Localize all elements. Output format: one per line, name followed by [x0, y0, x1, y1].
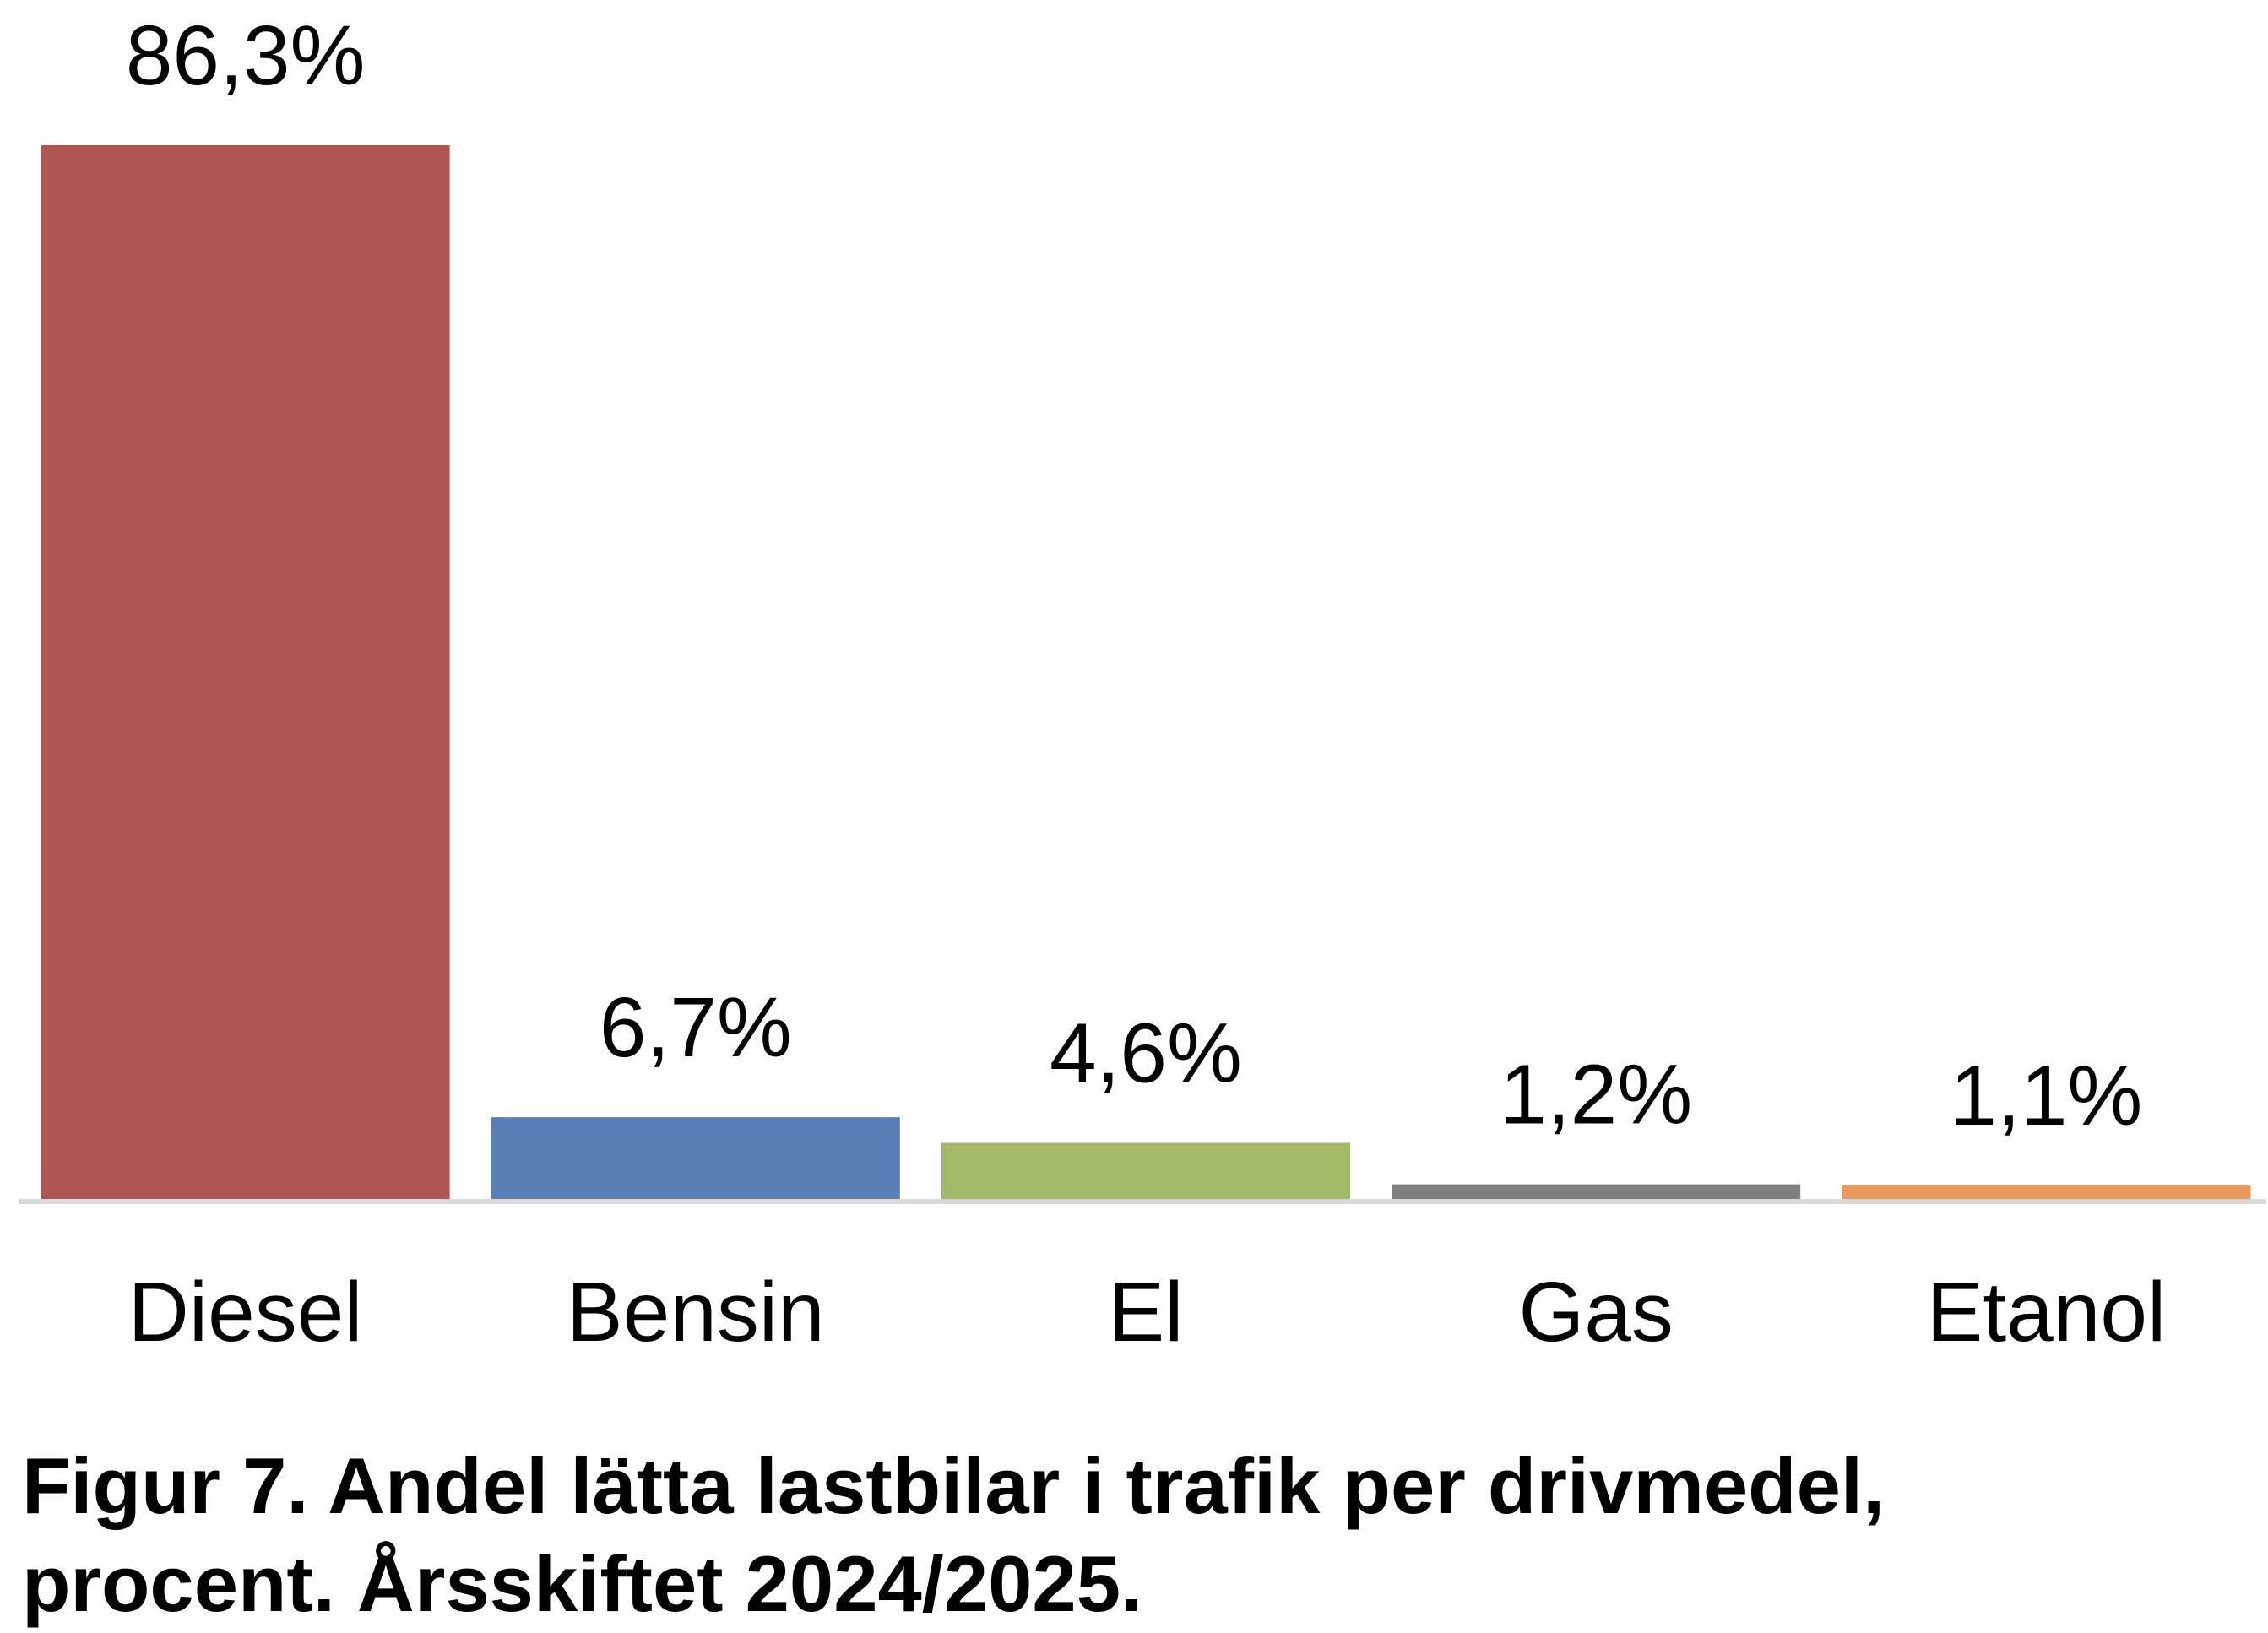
data-label-diesel: 86,3%: [126, 8, 366, 103]
data-label-el: 4,6%: [1050, 1006, 1242, 1100]
category-label-diesel: Diesel: [128, 1265, 363, 1359]
bar-gas: [1392, 1184, 1801, 1199]
category-label-bensin: Bensin: [567, 1265, 825, 1359]
bar-etanol: [1842, 1185, 2251, 1199]
caption-line-2: procent. Årsskiftet 2024/2025.: [22, 1539, 1143, 1628]
category-label-el: El: [1109, 1265, 1184, 1359]
category-label-etanol: Etanol: [1927, 1265, 2167, 1359]
bar-bensin: [491, 1117, 900, 1199]
bar-el: [941, 1142, 1350, 1199]
data-label-bensin: 6,7%: [600, 980, 792, 1075]
category-label-gas: Gas: [1518, 1265, 1673, 1359]
bar-diesel: [41, 145, 450, 1199]
figure-caption: Figur 7. Andel lätta lastbilar i trafik …: [22, 1437, 2217, 1633]
data-label-etanol: 1,1%: [1950, 1049, 2142, 1143]
caption-line-1: Figur 7. Andel lätta lastbilar i trafik …: [22, 1441, 1885, 1530]
data-label-gas: 1,2%: [1500, 1048, 1692, 1142]
bar-chart: 86,3% Diesel 6,7% Bensin 4,6% El 1,2% Gas 1,1% Et…: [19, 8, 2266, 1359]
